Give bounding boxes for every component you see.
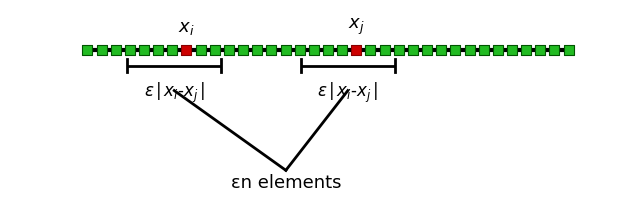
- Point: [450, 49, 460, 52]
- Point: [465, 49, 475, 52]
- Point: [535, 49, 545, 52]
- Point: [252, 49, 262, 52]
- Point: [422, 49, 432, 52]
- Point: [111, 49, 121, 52]
- Point: [521, 49, 531, 52]
- Point: [351, 49, 362, 52]
- Point: [493, 49, 503, 52]
- Point: [365, 49, 376, 52]
- Point: [436, 49, 446, 52]
- Point: [238, 49, 248, 52]
- Point: [97, 49, 107, 52]
- Point: [167, 49, 177, 52]
- Text: εn elements: εn elements: [230, 174, 341, 191]
- Point: [408, 49, 418, 52]
- Point: [563, 49, 573, 52]
- Point: [83, 49, 93, 52]
- Point: [125, 49, 135, 52]
- Point: [380, 49, 390, 52]
- Point: [181, 49, 191, 52]
- Text: $x_i$: $x_i$: [178, 19, 195, 37]
- Point: [196, 49, 206, 52]
- Point: [394, 49, 404, 52]
- Point: [210, 49, 220, 52]
- Point: [224, 49, 234, 52]
- Text: $\varepsilon\,|\,x_i\text{-}x_j\,|$: $\varepsilon\,|\,x_i\text{-}x_j\,|$: [317, 80, 378, 104]
- Point: [308, 49, 319, 52]
- Point: [507, 49, 517, 52]
- Point: [139, 49, 149, 52]
- Point: [294, 49, 305, 52]
- Point: [153, 49, 163, 52]
- Point: [280, 49, 291, 52]
- Point: [549, 49, 559, 52]
- Text: $x_j$: $x_j$: [348, 17, 365, 37]
- Point: [337, 49, 348, 52]
- Text: $\varepsilon\,|\,x_i\text{-}x_j\,|$: $\varepsilon\,|\,x_i\text{-}x_j\,|$: [143, 80, 205, 104]
- Point: [266, 49, 276, 52]
- Point: [323, 49, 333, 52]
- Point: [479, 49, 489, 52]
